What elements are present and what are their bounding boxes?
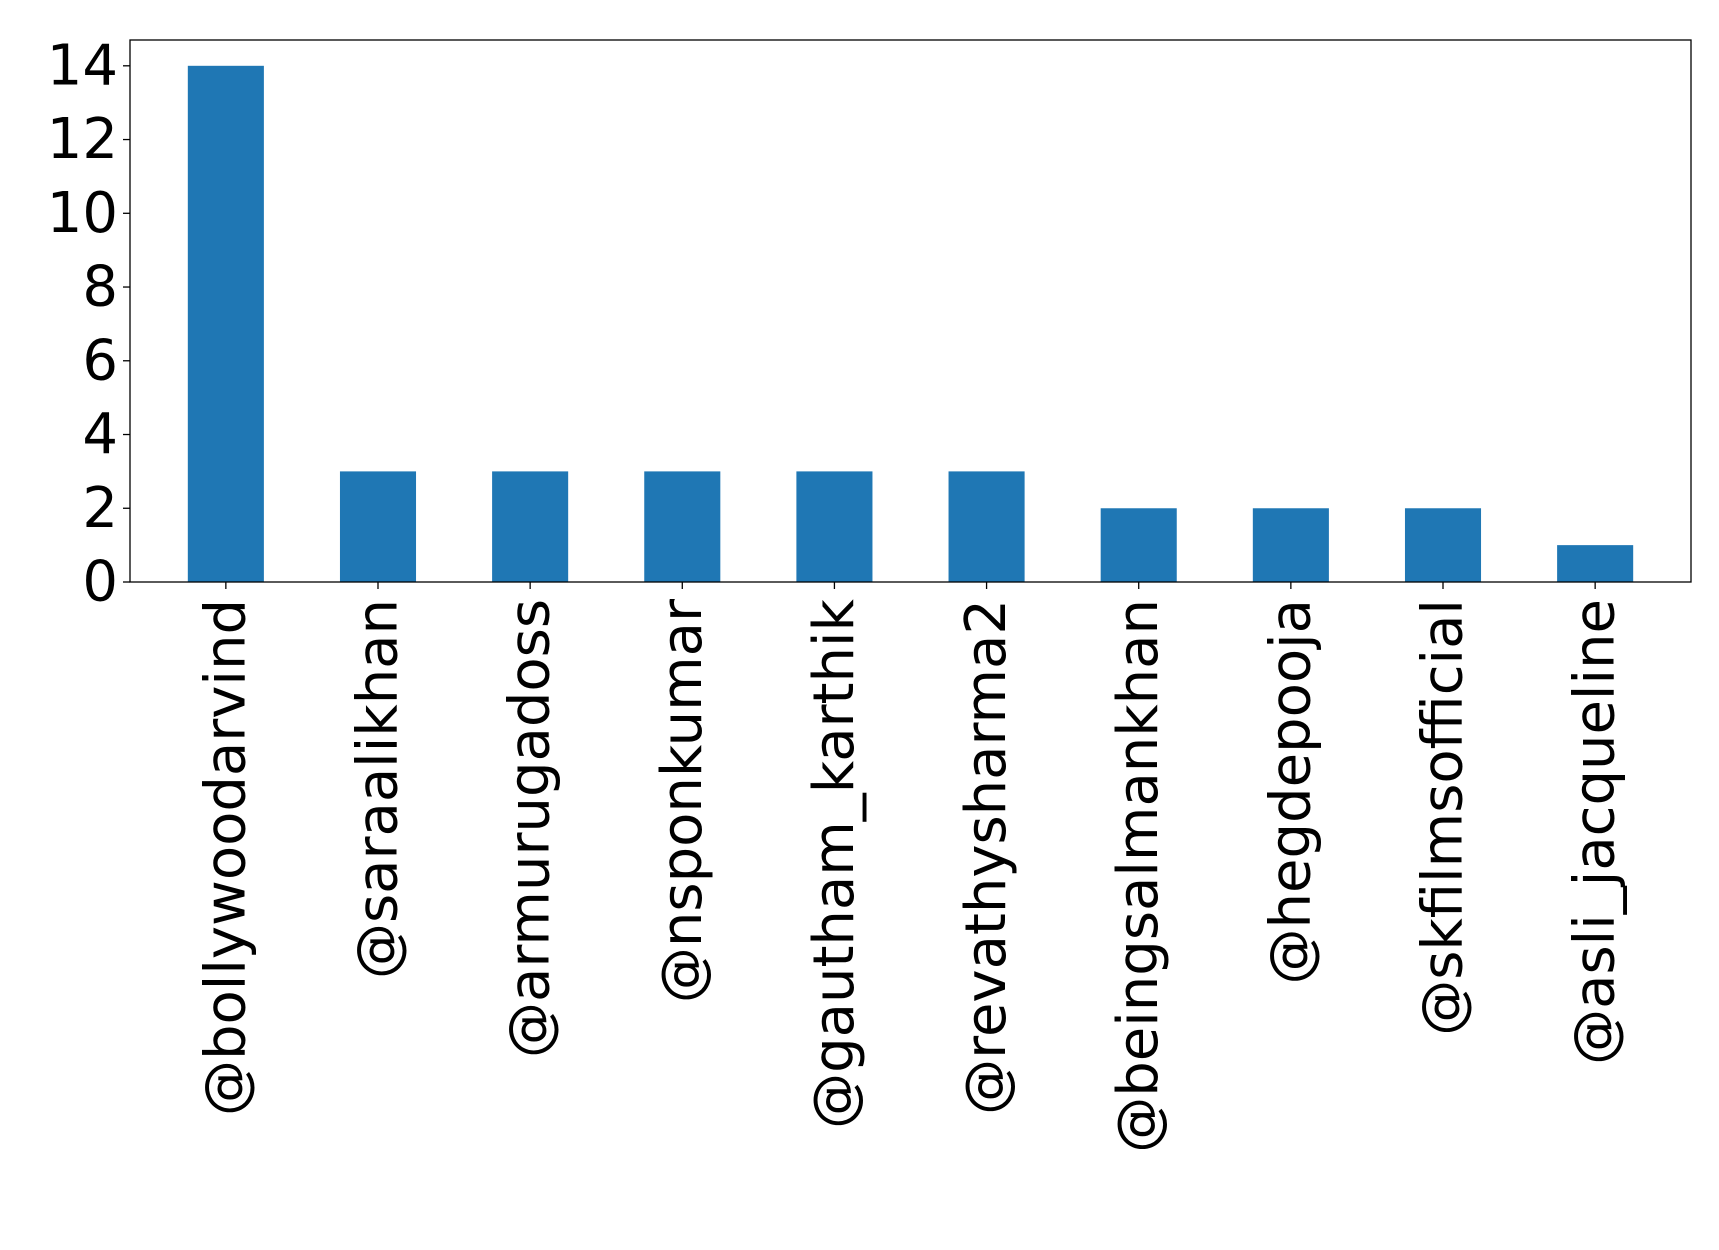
bar (1100, 508, 1177, 582)
y-tick-label: 2 (82, 476, 118, 541)
bar (796, 471, 873, 582)
bar (1404, 508, 1482, 582)
y-axis: 0 2 4 6 8 10 12 14 (47, 33, 130, 615)
bar (339, 471, 417, 582)
y-tick-label: 14 (47, 33, 118, 98)
y-tick-label: 0 (82, 550, 118, 615)
x-tick-label: @hegdepooja (1258, 599, 1323, 984)
y-tick-label: 8 (82, 255, 118, 320)
bar (1252, 508, 1329, 582)
y-tick-label: 10 (47, 181, 118, 246)
bar (492, 471, 569, 582)
x-tick-label: @asli_jacqueline (1563, 599, 1628, 1065)
x-axis: @bollywoodarvind @saraalikhan @armurugados… (193, 582, 1628, 1153)
bar (948, 471, 1025, 582)
x-tick-label: @armurugadoss (498, 599, 563, 1058)
bar (644, 471, 721, 582)
x-tick-label: @nsponkumar (650, 598, 715, 1003)
x-tick-label: @gautham_karthik (802, 598, 867, 1128)
x-tick-label: @saraalikhan (345, 599, 410, 979)
bars-group (187, 65, 1634, 583)
bar (187, 65, 264, 583)
x-tick-label: @bollywoodarvind (193, 599, 258, 1116)
y-tick-label: 4 (82, 402, 118, 467)
x-tick-label: @skfilmsofficial (1411, 599, 1476, 1036)
plot-frame (129, 39, 1692, 583)
x-tick-label: @revathysharma2 (954, 599, 1019, 1115)
bar (1557, 545, 1634, 582)
x-tick-label: @beingsalmankhan (1106, 599, 1171, 1153)
y-tick-label: 12 (47, 107, 118, 172)
y-tick-label: 6 (82, 328, 118, 393)
